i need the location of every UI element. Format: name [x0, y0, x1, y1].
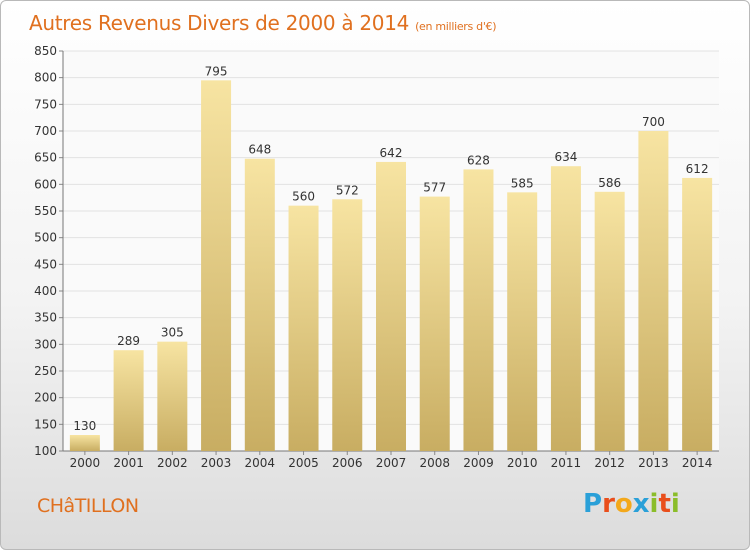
bar-value-label: 700 — [642, 115, 665, 129]
y-tick-label: 450 — [34, 257, 57, 271]
bar — [594, 191, 625, 452]
logo-letter: P — [583, 489, 603, 519]
y-tick-label: 500 — [34, 231, 57, 245]
y-tick-label: 750 — [34, 97, 57, 111]
bar — [201, 80, 232, 451]
proxiti-logo: Proxiti — [583, 489, 680, 519]
bar-value-label: 612 — [686, 162, 709, 176]
y-tick-label: 350 — [34, 311, 57, 325]
y-tick-label: 250 — [34, 364, 57, 378]
logo-letter: t — [658, 489, 671, 519]
bar-value-label: 560 — [292, 190, 315, 204]
y-tick-label: 600 — [34, 177, 57, 191]
bar — [288, 205, 319, 451]
x-tick-label: 2007 — [376, 456, 407, 470]
bar — [157, 341, 188, 451]
x-tick-label: 2002 — [157, 456, 188, 470]
bar-value-label: 130 — [73, 419, 96, 433]
bar-value-label: 586 — [598, 176, 621, 190]
chart-title-text: Autres Revenus Divers de 2000 à 2014 — [29, 11, 410, 35]
x-tick-label: 2003 — [201, 456, 232, 470]
y-tick-label: 200 — [34, 391, 57, 405]
bar — [113, 350, 144, 451]
bar — [550, 166, 581, 451]
bar — [69, 435, 100, 451]
bar-value-label: 642 — [380, 146, 403, 160]
x-tick-label: 2009 — [463, 456, 494, 470]
logo-letter: r — [602, 489, 615, 519]
bar-value-label: 634 — [554, 150, 577, 164]
y-tick-label: 400 — [34, 284, 57, 298]
logo-letter: x — [632, 489, 650, 519]
bar — [507, 192, 538, 452]
x-tick-label: 2006 — [332, 456, 363, 470]
bar-value-label: 572 — [336, 183, 359, 197]
bar — [376, 161, 406, 451]
logo-letter: i — [670, 489, 680, 519]
bar — [682, 177, 713, 451]
commune-name: CHâTILLON — [37, 495, 139, 517]
y-tick-label: 550 — [34, 204, 57, 218]
y-tick-label: 150 — [34, 417, 57, 431]
y-tick-label: 300 — [34, 337, 57, 351]
bar-value-label: 628 — [467, 153, 490, 167]
bar-value-label: 289 — [117, 334, 140, 348]
y-tick-label: 850 — [34, 44, 57, 58]
y-tick-label: 100 — [34, 444, 57, 458]
x-tick-label: 2013 — [638, 456, 669, 470]
bar — [463, 169, 494, 451]
y-tick-label: 800 — [34, 71, 57, 85]
x-tick-label: 2012 — [594, 456, 625, 470]
y-tick-label: 650 — [34, 151, 57, 165]
bar-value-label: 648 — [248, 143, 271, 157]
logo-letter: o — [614, 489, 633, 519]
x-tick-label: 2008 — [419, 456, 450, 470]
bar-value-label: 577 — [423, 181, 446, 195]
x-tick-label: 2000 — [70, 456, 101, 470]
logo-letter: i — [649, 489, 659, 519]
bar — [244, 158, 275, 451]
y-tick-label: 700 — [34, 124, 57, 138]
bar-value-label: 585 — [511, 176, 534, 190]
bar — [638, 131, 669, 451]
chart-subtitle: (en milliers d'€) — [415, 20, 497, 33]
bar-value-label: 795 — [205, 64, 228, 78]
bar — [419, 196, 450, 451]
x-tick-label: 2010 — [507, 456, 538, 470]
x-tick-label: 2011 — [551, 456, 582, 470]
bar — [332, 199, 363, 451]
x-tick-label: 2014 — [682, 456, 713, 470]
x-tick-label: 2001 — [113, 456, 144, 470]
chart-title: Autres Revenus Divers de 2000 à 2014 (en … — [29, 11, 497, 35]
x-tick-label: 2005 — [288, 456, 319, 470]
x-tick-label: 2004 — [245, 456, 276, 470]
bar-value-label: 305 — [161, 326, 184, 340]
